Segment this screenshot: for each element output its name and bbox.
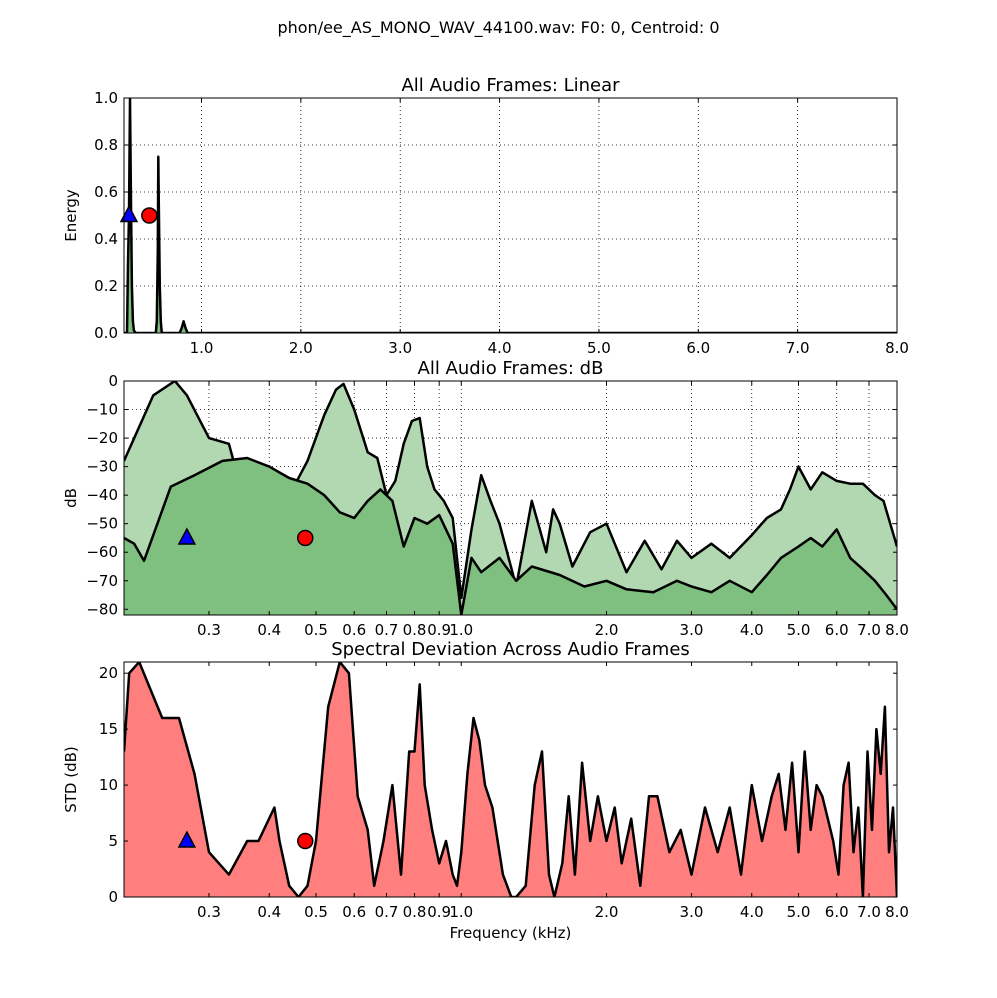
x-tick-label: 0.9 [427, 621, 451, 639]
chart-title: All Audio Frames: dB [418, 358, 604, 379]
y-tick-label: 5 [108, 832, 118, 850]
y-axis-label: dB [62, 488, 80, 508]
x-tick-label: 1.0 [449, 903, 473, 921]
x-tick-label: 6.0 [825, 903, 849, 921]
x-tick-label: 1.0 [190, 339, 214, 357]
x-tick-label: 2.0 [595, 903, 619, 921]
chart-title: Spectral Deviation Across Audio Frames [331, 639, 690, 660]
x-tick-label: 7.0 [786, 339, 810, 357]
x-tick-label: 0.9 [427, 903, 451, 921]
x-tick-label: 3.0 [388, 339, 412, 357]
series-2-area [124, 458, 897, 615]
y-tick-label: 0 [108, 888, 118, 906]
y-axis-label: STD (dB) [62, 746, 80, 813]
y-tick-label: 0.6 [94, 183, 118, 201]
x-tick-label: 7.0 [857, 621, 881, 639]
series-2-line [124, 456, 897, 615]
x-tick-label: 6.0 [825, 621, 849, 639]
x-tick-label: 0.6 [342, 621, 366, 639]
y-tick-label: −20 [86, 429, 118, 447]
y-tick-label: −10 [86, 401, 118, 419]
centroid-marker-circle [297, 832, 314, 850]
x-tick-label: 5.0 [587, 339, 611, 357]
x-tick-label: 2.0 [289, 339, 313, 357]
axes-frame [123, 97, 898, 334]
x-tick-label: 0.8 [403, 621, 427, 639]
x-tick-label: 4.0 [740, 903, 764, 921]
y-tick-label: −40 [86, 486, 118, 504]
chart-panel-1: 1.0 2.0 3.0 4.0 5.0 6.0 7.0 8.0 0.0 0.2 0.4 0.6 0.8 1… [62, 75, 909, 357]
chart-title: All Audio Frames: Linear [401, 75, 620, 96]
y-tick-label: 20 [99, 664, 118, 682]
x-tick-label: 5.0 [787, 621, 811, 639]
x-tick-label: 3.0 [680, 903, 704, 921]
x-tick-label: 5.0 [787, 903, 811, 921]
y-tick-label: −60 [86, 543, 118, 561]
x-tick-label: 0.7 [375, 621, 399, 639]
x-tick-label: 7.0 [857, 903, 881, 921]
series-1-area [124, 662, 897, 897]
x-tick-label: 4.0 [740, 621, 764, 639]
series-1-area [124, 98, 897, 333]
y-tick-label: 0.4 [94, 230, 118, 248]
f0-marker-triangle [177, 830, 197, 848]
x-tick-label: 3.0 [680, 621, 704, 639]
axes-frame [123, 661, 898, 898]
x-tick-label: 8.0 [885, 621, 909, 639]
x-tick-label: 0.4 [257, 621, 281, 639]
x-tick-label: 0.4 [257, 903, 281, 921]
y-tick-label: 0 [108, 372, 118, 390]
figure-suptitle: phon/ee_AS_MONO_WAV_44100.wav: F0: 0, Ce… [277, 18, 720, 37]
y-tick-label: −70 [86, 572, 118, 590]
y-tick-label: −80 [86, 600, 118, 618]
x-tick-label: 0.6 [342, 903, 366, 921]
x-tick-label: 0.5 [304, 621, 328, 639]
plot-area [124, 98, 897, 333]
y-axis-label: Energy [62, 189, 80, 242]
y-tick-label: 0.0 [94, 324, 118, 342]
plot-area [124, 381, 897, 615]
x-tick-label: 2.0 [595, 621, 619, 639]
series-1-line [124, 381, 897, 600]
x-tick-label: 8.0 [885, 903, 909, 921]
chart-panel-3: 0.3 0.4 0.5 0.6 0.7 0.8 0.91.0 2.0 3.0 4.0 5.0 6.0 7… [62, 639, 909, 942]
x-tick-label: 0.7 [375, 903, 399, 921]
y-tick-label: −50 [86, 515, 118, 533]
plot-area [124, 662, 897, 897]
series-1-line [124, 662, 897, 897]
x-tick-label: 0.3 [197, 621, 221, 639]
y-tick-label: 1.0 [94, 89, 118, 107]
series-1-line [124, 98, 897, 333]
axes-frame [123, 380, 898, 616]
y-tick-label: 10 [99, 776, 118, 794]
centroid-marker-circle [297, 529, 314, 547]
y-tick-label: 0.2 [94, 277, 118, 295]
f0-marker-triangle [177, 527, 197, 545]
x-tick-label: 0.3 [197, 903, 221, 921]
x-tick-label: 0.8 [403, 903, 427, 921]
chart-panel-2: 0.3 0.4 0.5 0.6 0.7 0.8 0.91.0 2.0 3.0 4.0 5.0 6.0 7… [62, 358, 909, 639]
x-tick-label: 0.5 [304, 903, 328, 921]
y-tick-label: 0.8 [94, 136, 118, 154]
x-axis-label: Frequency (kHz) [450, 924, 572, 942]
centroid-marker-circle [141, 207, 158, 224]
y-tick-label: −30 [86, 458, 118, 476]
f0-marker-triangle [119, 204, 139, 223]
x-tick-label: 4.0 [488, 339, 512, 357]
x-tick-label: 6.0 [686, 339, 710, 357]
y-tick-label: 15 [99, 720, 118, 738]
x-tick-label: 1.0 [449, 621, 473, 639]
x-tick-label: 8.0 [885, 339, 909, 357]
